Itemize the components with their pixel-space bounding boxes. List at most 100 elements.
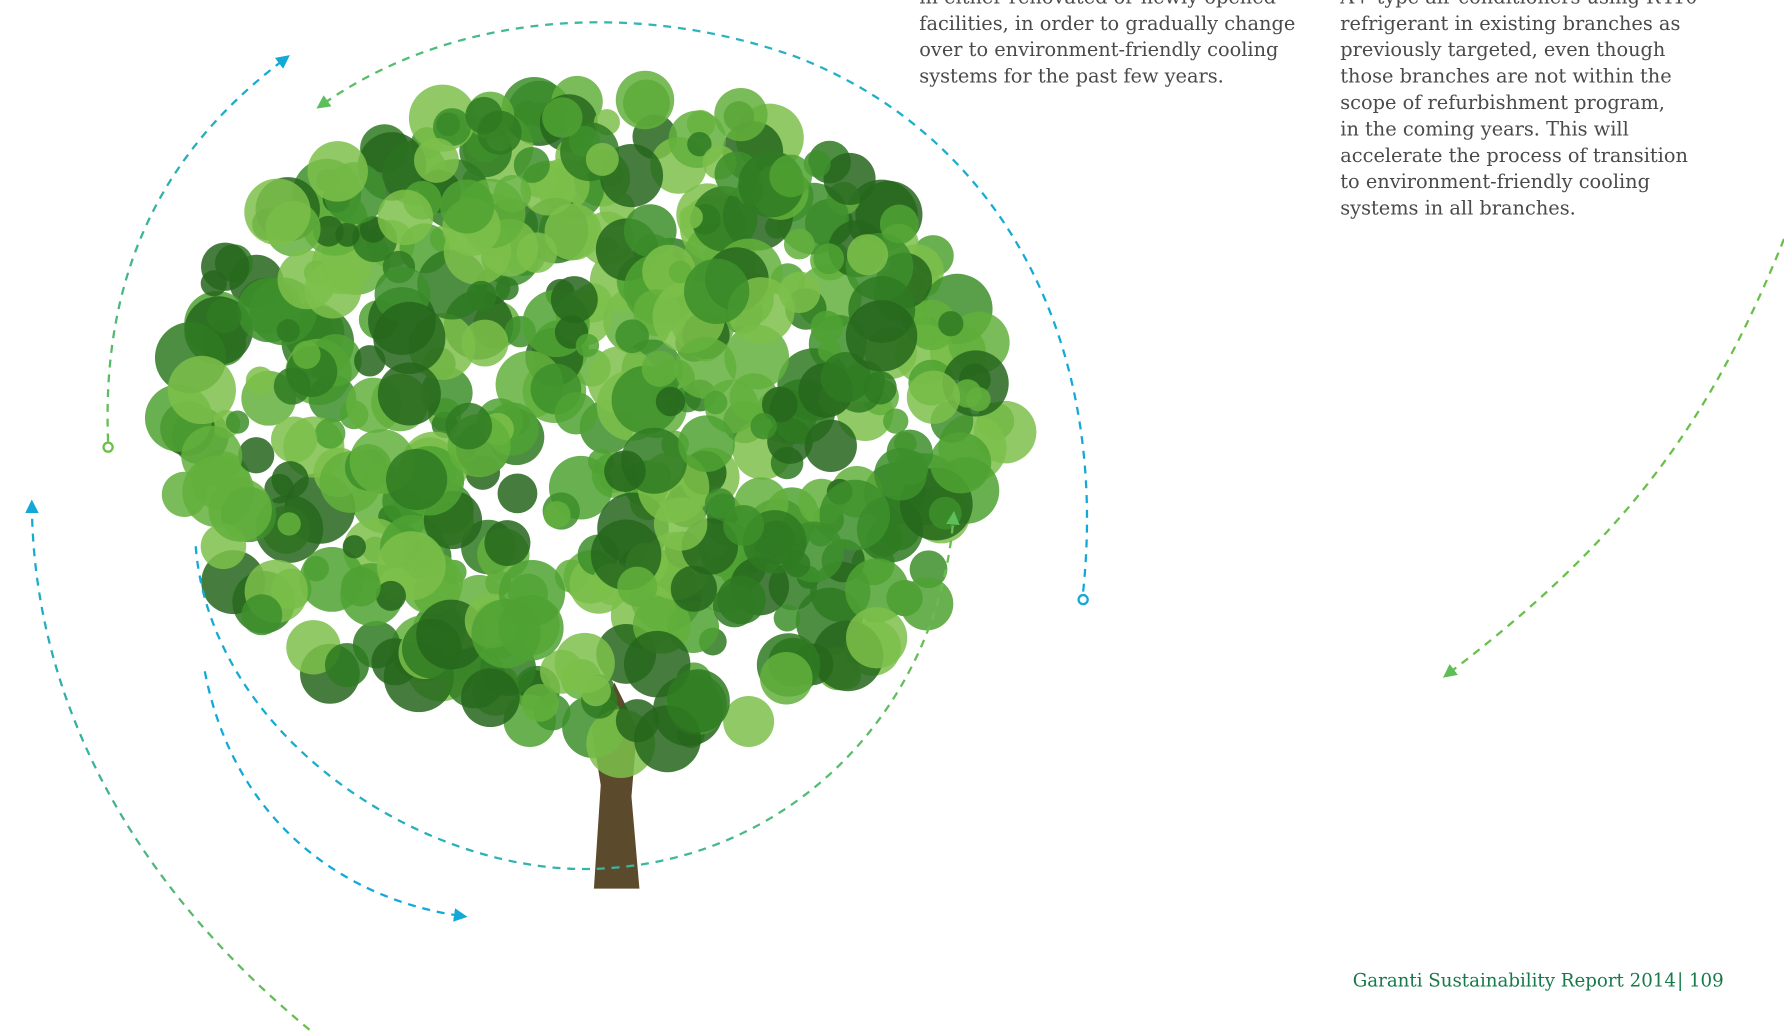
leaf-cluster xyxy=(846,607,907,668)
leaf-cluster xyxy=(810,311,843,344)
leaf-cluster xyxy=(784,229,815,260)
leaf-cluster xyxy=(586,143,619,176)
leaf-cluster xyxy=(813,243,844,274)
leaf-cluster xyxy=(271,416,317,462)
body-line: A+ type air conditioners using R410 xyxy=(1339,0,1697,8)
body-line: in the coming years. This will xyxy=(1340,117,1629,140)
leaf-cluster xyxy=(880,204,919,243)
leaf-cluster xyxy=(824,153,876,205)
leaf-cluster xyxy=(679,205,702,228)
leaf-cluster xyxy=(723,696,774,747)
leaf-cluster xyxy=(201,243,249,291)
leaf-cluster xyxy=(938,311,963,336)
leaf-cluster xyxy=(461,320,508,367)
leaf-cluster xyxy=(846,300,917,371)
leaf-cluster xyxy=(675,337,737,399)
leaf-cluster xyxy=(544,501,571,528)
leaf-cluster xyxy=(440,179,494,233)
body-line: to environment-friendly cooling xyxy=(1340,170,1650,193)
leaf-cluster xyxy=(341,567,381,607)
leaf-cluster xyxy=(930,432,991,493)
leaf-cluster xyxy=(642,351,678,387)
page: {"columns": [ {"lines": ["in either reno… xyxy=(0,0,1784,1032)
leaf-cluster xyxy=(666,669,729,732)
leaf-cluster xyxy=(615,319,649,353)
leaf-cluster xyxy=(241,594,282,635)
leaf-cluster xyxy=(883,408,908,433)
text-column: in either renovated or newly opened facil… xyxy=(919,0,1295,88)
body-line: systems for the past few years. xyxy=(919,65,1224,88)
leaf-cluster xyxy=(378,190,434,246)
arc-start-dot xyxy=(104,443,113,452)
leaf-cluster xyxy=(805,420,857,472)
body-line: previously targeted, even though xyxy=(1340,38,1665,61)
body-line: scope of refurbishment program, xyxy=(1340,91,1665,114)
leaf-cluster xyxy=(863,371,896,404)
tree-illustration xyxy=(145,71,1036,889)
leaf-cluster xyxy=(723,505,764,546)
leaf-cluster xyxy=(604,450,646,492)
leaf-cluster xyxy=(654,497,707,550)
leaf-cluster xyxy=(678,415,735,472)
leaf-cluster xyxy=(576,334,599,357)
leaf-cluster xyxy=(617,567,657,607)
body-line: refrigerant in existing branches as xyxy=(1340,12,1680,35)
leaf-cluster xyxy=(414,138,459,183)
right-arc xyxy=(1448,239,1784,674)
leaf-cluster xyxy=(471,599,540,668)
leaf-cluster xyxy=(272,461,309,498)
leaf-cluster xyxy=(244,179,310,245)
body-line: over to environment-friendly cooling xyxy=(919,38,1278,61)
leaf-cluster xyxy=(465,97,502,134)
leaf-cluster xyxy=(769,155,812,198)
leaf-cluster xyxy=(277,512,300,535)
leaf-cluster xyxy=(466,281,496,311)
page-canvas: in either renovated or newly opened facil… xyxy=(0,0,1784,1032)
leaf-cluster xyxy=(238,437,274,473)
leaf-cluster xyxy=(750,413,776,439)
leaf-cluster xyxy=(907,371,960,424)
body-line: facilities, in order to gradually change xyxy=(919,12,1295,35)
leaf-cluster xyxy=(226,411,249,434)
leaf-cluster xyxy=(461,668,520,727)
leaf-cluster xyxy=(277,319,300,342)
footer-title: Garanti Sustainability Report 2014 xyxy=(1353,970,1676,991)
leaf-cluster xyxy=(717,576,766,625)
leaf-cluster xyxy=(684,259,749,324)
leaf-cluster xyxy=(555,392,598,435)
leaf-cluster xyxy=(616,71,674,129)
leaf-cluster xyxy=(373,302,445,374)
leaf-cluster xyxy=(181,426,242,487)
leaf-cluster xyxy=(274,368,311,405)
leaf-cluster xyxy=(496,277,519,300)
body-line: in either renovated or newly opened xyxy=(919,0,1276,8)
text-column: A+ type air conditioners using R410 refri… xyxy=(1339,0,1697,220)
leaf-cluster xyxy=(521,684,559,722)
leaf-cluster xyxy=(168,356,236,424)
leaf-cluster xyxy=(325,643,369,687)
leaf-cluster xyxy=(292,341,320,369)
body-line: those branches are not within the xyxy=(1340,65,1671,88)
leaf-cluster xyxy=(887,430,933,476)
leaf-cluster xyxy=(307,141,368,202)
leaf-cluster xyxy=(820,480,891,551)
leaf-cluster xyxy=(246,366,275,395)
leaf-cluster xyxy=(277,250,336,309)
leaf-cluster xyxy=(386,449,447,510)
leaf-cluster xyxy=(704,391,728,415)
body-line: accelerate the process of transition xyxy=(1340,144,1688,167)
leaf-cluster xyxy=(315,418,345,448)
arc-end-dot xyxy=(1079,595,1088,604)
leaf-cluster xyxy=(208,478,271,541)
leaf-cluster xyxy=(498,473,538,513)
leaf-cluster xyxy=(207,298,242,333)
body-line: systems in all branches. xyxy=(1340,197,1576,220)
leaf-cluster xyxy=(542,97,583,138)
leaf-cluster xyxy=(760,652,813,705)
page-number: | 109 xyxy=(1677,970,1724,991)
leaf-cluster xyxy=(656,387,685,416)
leaf-cluster xyxy=(445,403,492,450)
leaf-cluster xyxy=(555,633,615,693)
leaf-cluster xyxy=(847,234,888,275)
leaf-cluster xyxy=(335,222,359,246)
